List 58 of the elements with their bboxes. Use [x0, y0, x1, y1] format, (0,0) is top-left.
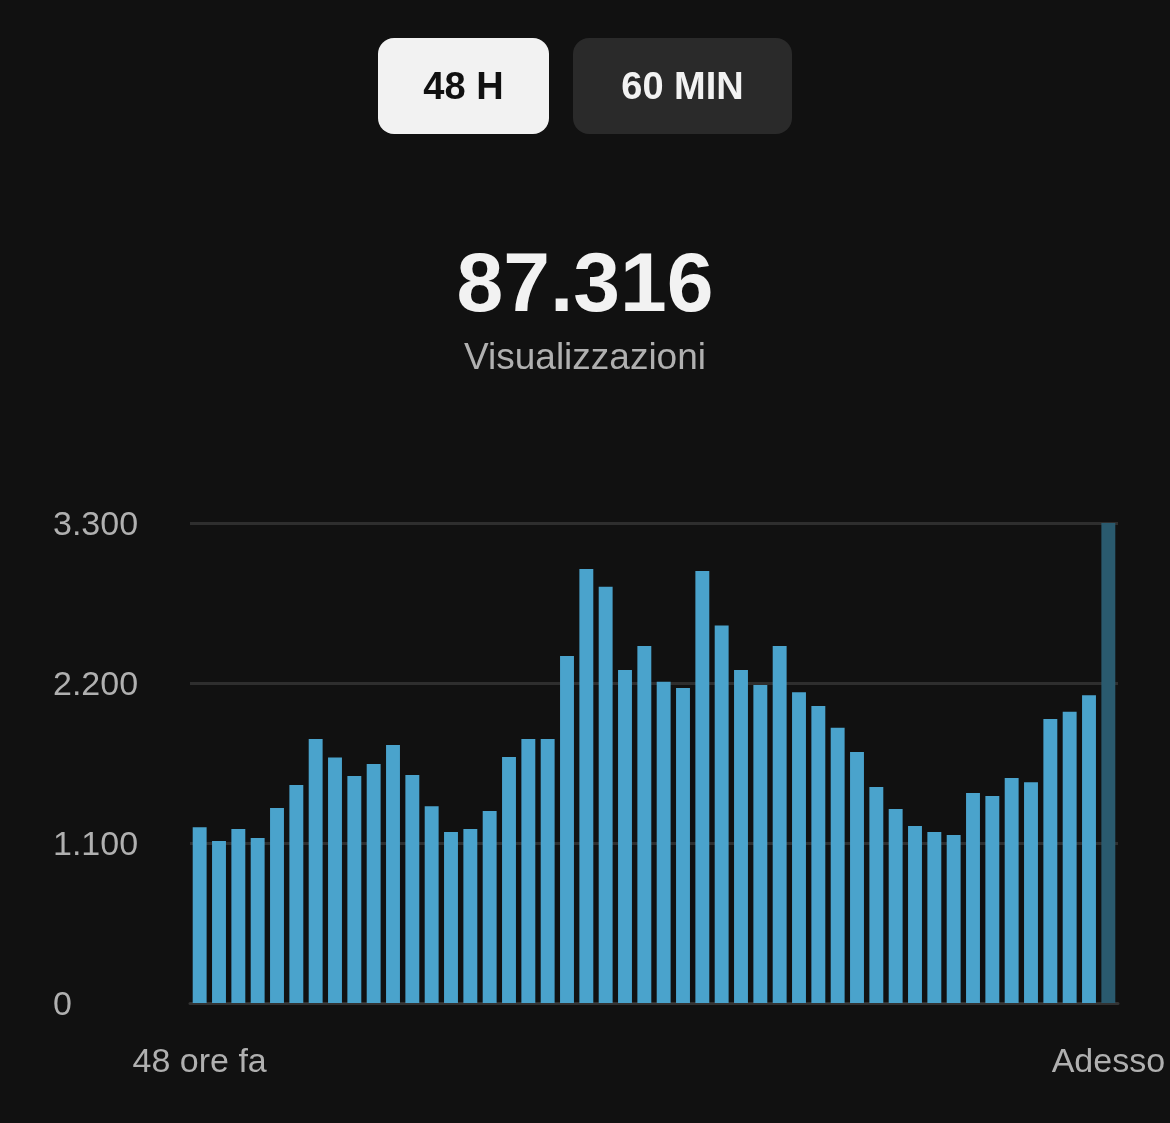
bar: [676, 687, 690, 1003]
bar: [1082, 695, 1096, 1003]
bar: [811, 705, 826, 1003]
bar: [366, 764, 381, 1003]
bar: [231, 829, 246, 1003]
bar: [1043, 718, 1058, 1003]
bar: [656, 681, 671, 1003]
chart-subtitle: Visualizzazioni: [464, 336, 706, 377]
bar: [579, 568, 594, 1003]
bar: [946, 835, 961, 1003]
bar: [463, 829, 478, 1003]
bar: [289, 784, 304, 1003]
bar: [212, 840, 226, 1003]
bar: [444, 831, 458, 1003]
bar: [985, 796, 1000, 1003]
bar: [927, 831, 942, 1003]
bar: [386, 744, 400, 1003]
tab-button: 48 H: [378, 38, 549, 134]
bar: [966, 792, 980, 1003]
bar: [869, 787, 884, 1003]
bar: [1062, 711, 1077, 1003]
bar: [888, 808, 903, 1003]
bar: [753, 685, 768, 1003]
bar: [714, 625, 729, 1003]
bar: [1004, 777, 1019, 1003]
bar: [1101, 523, 1116, 1003]
bar: [347, 775, 362, 1003]
bar: [250, 838, 265, 1003]
bar: [850, 751, 864, 1003]
bar: [598, 586, 613, 1003]
bar: [560, 655, 574, 1003]
bar: [637, 646, 652, 1003]
bar: [772, 646, 787, 1003]
bar: [734, 670, 748, 1003]
bar: [482, 811, 497, 1003]
bar: [695, 571, 710, 1003]
bar: [792, 692, 806, 1003]
tab-button: 60 MIN: [573, 38, 792, 134]
bar: [540, 739, 555, 1003]
bar: [192, 827, 207, 1003]
bar: [521, 739, 536, 1003]
y-tick-label: 2.200: [53, 664, 139, 702]
bar: [502, 757, 516, 1003]
bar: [424, 806, 439, 1003]
bar: [308, 739, 323, 1003]
y-tick-label: 0: [53, 984, 72, 1022]
bar: [908, 825, 922, 1003]
bar: [618, 670, 632, 1003]
bar: [328, 757, 342, 1003]
bar: [270, 807, 284, 1003]
x-tick-label: Adesso: [1051, 1041, 1166, 1079]
bar: [1024, 782, 1038, 1003]
y-tick-label: 3.300: [53, 504, 139, 542]
bar: [830, 727, 845, 1003]
chart-title: 87.316: [456, 235, 714, 329]
y-tick-label: 1.100: [53, 824, 139, 862]
bar: [405, 774, 420, 1003]
x-tick-label: 48 ore fa: [132, 1041, 267, 1079]
